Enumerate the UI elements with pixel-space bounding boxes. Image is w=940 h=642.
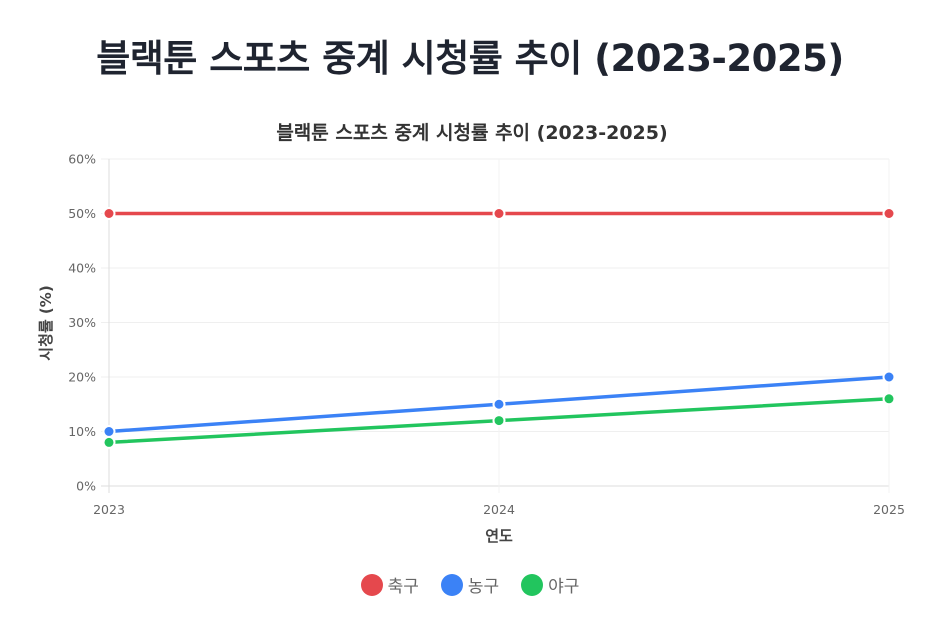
x-axis-label: 연도 bbox=[485, 527, 513, 545]
legend-label: 축구 bbox=[387, 577, 419, 597]
data-point[interactable] bbox=[492, 414, 506, 428]
data-point[interactable] bbox=[102, 435, 116, 449]
y-axis-ticks: 0% 10% 20% 30% 40% 50% 60% bbox=[68, 152, 96, 494]
data-point[interactable] bbox=[102, 207, 116, 220]
legend-item-2[interactable]: 야구 bbox=[521, 572, 579, 597]
data-point[interactable] bbox=[882, 370, 896, 384]
y-tick-label: 30% bbox=[68, 315, 96, 330]
series-2 bbox=[102, 392, 896, 449]
data-point[interactable] bbox=[102, 425, 116, 438]
data-series bbox=[102, 207, 896, 449]
y-axis-label: 시청률 (%) bbox=[37, 285, 55, 360]
page-title: 블랙툰 스포츠 중계 시청률 추이 (2023-2025) bbox=[96, 37, 844, 80]
legend-item-0[interactable]: 축구 bbox=[360, 572, 419, 597]
data-point[interactable] bbox=[492, 397, 506, 411]
y-tick-label: 50% bbox=[68, 206, 96, 221]
legend-label: 농구 bbox=[467, 577, 500, 597]
legend-swatch-icon bbox=[521, 573, 544, 596]
y-tick-label: 40% bbox=[68, 261, 96, 276]
legend-swatch-icon bbox=[360, 573, 383, 596]
x-tick-label: 2024 bbox=[483, 502, 515, 517]
legend-label: 야구 bbox=[548, 577, 580, 597]
legend: 축구 농구 야구 bbox=[0, 572, 940, 597]
y-tick-label: 60% bbox=[68, 152, 96, 167]
data-point[interactable] bbox=[492, 207, 506, 220]
legend-item-1[interactable]: 농구 bbox=[440, 572, 500, 597]
y-tick-label: 0% bbox=[76, 479, 96, 494]
legend-swatch-icon bbox=[440, 573, 463, 596]
x-tick-label: 2023 bbox=[93, 502, 125, 517]
series-1 bbox=[102, 370, 896, 438]
series-0 bbox=[102, 207, 896, 220]
x-axis-ticks: 2023 2024 2025 bbox=[93, 502, 905, 517]
data-point[interactable] bbox=[882, 207, 896, 220]
x-tick-label: 2025 bbox=[873, 502, 905, 517]
y-tick-label: 20% bbox=[68, 370, 96, 385]
chart-title: 블랙툰 스포츠 중계 시청률 추이 (2023-2025) bbox=[276, 122, 668, 144]
data-point[interactable] bbox=[882, 392, 896, 406]
y-tick-label: 10% bbox=[68, 424, 96, 439]
